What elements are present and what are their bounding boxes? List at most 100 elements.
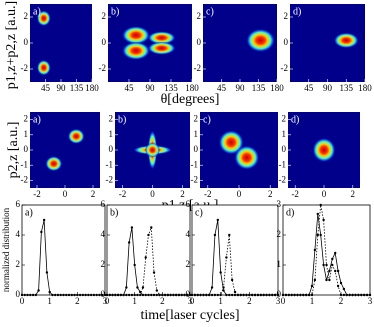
point xyxy=(336,269,340,273)
y-tick-label: -2 xyxy=(281,63,289,73)
point xyxy=(262,293,265,297)
y-tick-label: -1 xyxy=(191,159,199,169)
y-tick-label: 0 xyxy=(284,37,289,47)
point xyxy=(144,256,147,259)
x-tick-label: 2 xyxy=(351,189,356,199)
y-tick-label: 6 xyxy=(186,199,191,209)
point xyxy=(230,293,234,297)
x-tick-label: 0 xyxy=(190,296,195,306)
panel-label: d) xyxy=(291,114,299,125)
point xyxy=(37,289,40,292)
heatmap-blob xyxy=(312,137,336,163)
point xyxy=(92,293,96,297)
point xyxy=(51,293,54,297)
y-tick-label: 0 xyxy=(277,289,282,299)
point xyxy=(273,293,277,297)
point xyxy=(199,293,202,297)
y-tick-label: -2 xyxy=(191,174,199,184)
heatmap-blob xyxy=(45,156,63,172)
y-tick-label: -2 xyxy=(21,174,29,184)
x-tick-label: 3 xyxy=(368,296,373,306)
point xyxy=(31,293,35,297)
heatmap xyxy=(246,28,275,53)
x-tick-label: 45 xyxy=(304,83,314,93)
panel-label: b) xyxy=(111,6,119,17)
point xyxy=(208,293,211,297)
point xyxy=(139,293,142,297)
y-tick-label: -2 xyxy=(279,174,287,184)
point xyxy=(357,293,360,297)
point xyxy=(302,293,305,297)
x-tick-label: 180 xyxy=(185,83,199,93)
point xyxy=(29,293,32,297)
y-tick-label: -2 xyxy=(194,63,202,73)
point xyxy=(73,293,76,297)
point xyxy=(114,293,117,297)
point xyxy=(130,293,134,297)
y-tick-label: 0 xyxy=(16,289,21,299)
point xyxy=(239,293,242,297)
x-tick-label: 2 xyxy=(180,189,185,199)
point xyxy=(183,293,186,297)
point xyxy=(40,230,43,234)
x-tick-label: -2 xyxy=(204,189,212,199)
point xyxy=(360,293,363,297)
point xyxy=(253,293,257,297)
x-tick-label: 135 xyxy=(70,83,84,93)
y-tick-label: 4 xyxy=(186,229,191,239)
y-tick-label: 0 xyxy=(24,144,29,154)
heatmap xyxy=(333,32,359,49)
x-tick-label: 45 xyxy=(217,83,227,93)
heatmap xyxy=(133,130,172,170)
point xyxy=(287,293,290,297)
point xyxy=(166,293,170,297)
point xyxy=(225,293,228,297)
point xyxy=(133,263,136,267)
point xyxy=(205,293,208,297)
x-tick-label: 1 xyxy=(218,296,223,306)
point xyxy=(163,293,167,297)
point xyxy=(87,293,90,297)
panel-label: a) xyxy=(33,6,41,17)
plot-area xyxy=(106,204,191,296)
axis-label: θ[degrees] xyxy=(161,92,220,107)
point xyxy=(345,293,348,297)
point xyxy=(81,293,85,297)
heatmap xyxy=(218,130,260,170)
point xyxy=(336,284,340,288)
heatmap-blob xyxy=(122,41,150,60)
point xyxy=(219,271,222,274)
heatmap-blob xyxy=(122,26,150,45)
y-tick-label: 2 xyxy=(194,114,199,124)
panel-label: d) xyxy=(293,6,301,17)
point xyxy=(34,293,38,297)
point xyxy=(316,233,319,237)
x-tick-label: 3 xyxy=(276,296,281,306)
y-tick-label: 1 xyxy=(194,129,199,139)
point xyxy=(111,293,114,297)
heatmap-background xyxy=(108,4,192,82)
point xyxy=(256,293,260,297)
x-tick-label: 1 xyxy=(310,296,315,306)
y-tick-label: 0 xyxy=(109,144,114,154)
point xyxy=(136,286,139,289)
x-tick-label: 45 xyxy=(41,83,51,93)
x-tick-label: 0 xyxy=(322,189,327,199)
point xyxy=(45,271,49,274)
y-tick-label: 0 xyxy=(186,289,191,299)
y-tick-label: 2 xyxy=(101,259,106,269)
x-tick-label: 180 xyxy=(358,83,372,93)
y-tick-label: 1 xyxy=(277,259,282,269)
point xyxy=(259,293,262,297)
point xyxy=(78,293,82,297)
x-tick-label: 0 xyxy=(63,189,68,199)
point xyxy=(307,293,311,297)
y-tick-label: 2 xyxy=(16,259,21,269)
panel: -2 0 2 -2 -1 0 1 2 b) xyxy=(106,112,190,199)
point xyxy=(299,293,302,297)
point xyxy=(251,293,254,297)
panel: 45 90 135 180 -2 0 2 a) xyxy=(21,4,99,93)
